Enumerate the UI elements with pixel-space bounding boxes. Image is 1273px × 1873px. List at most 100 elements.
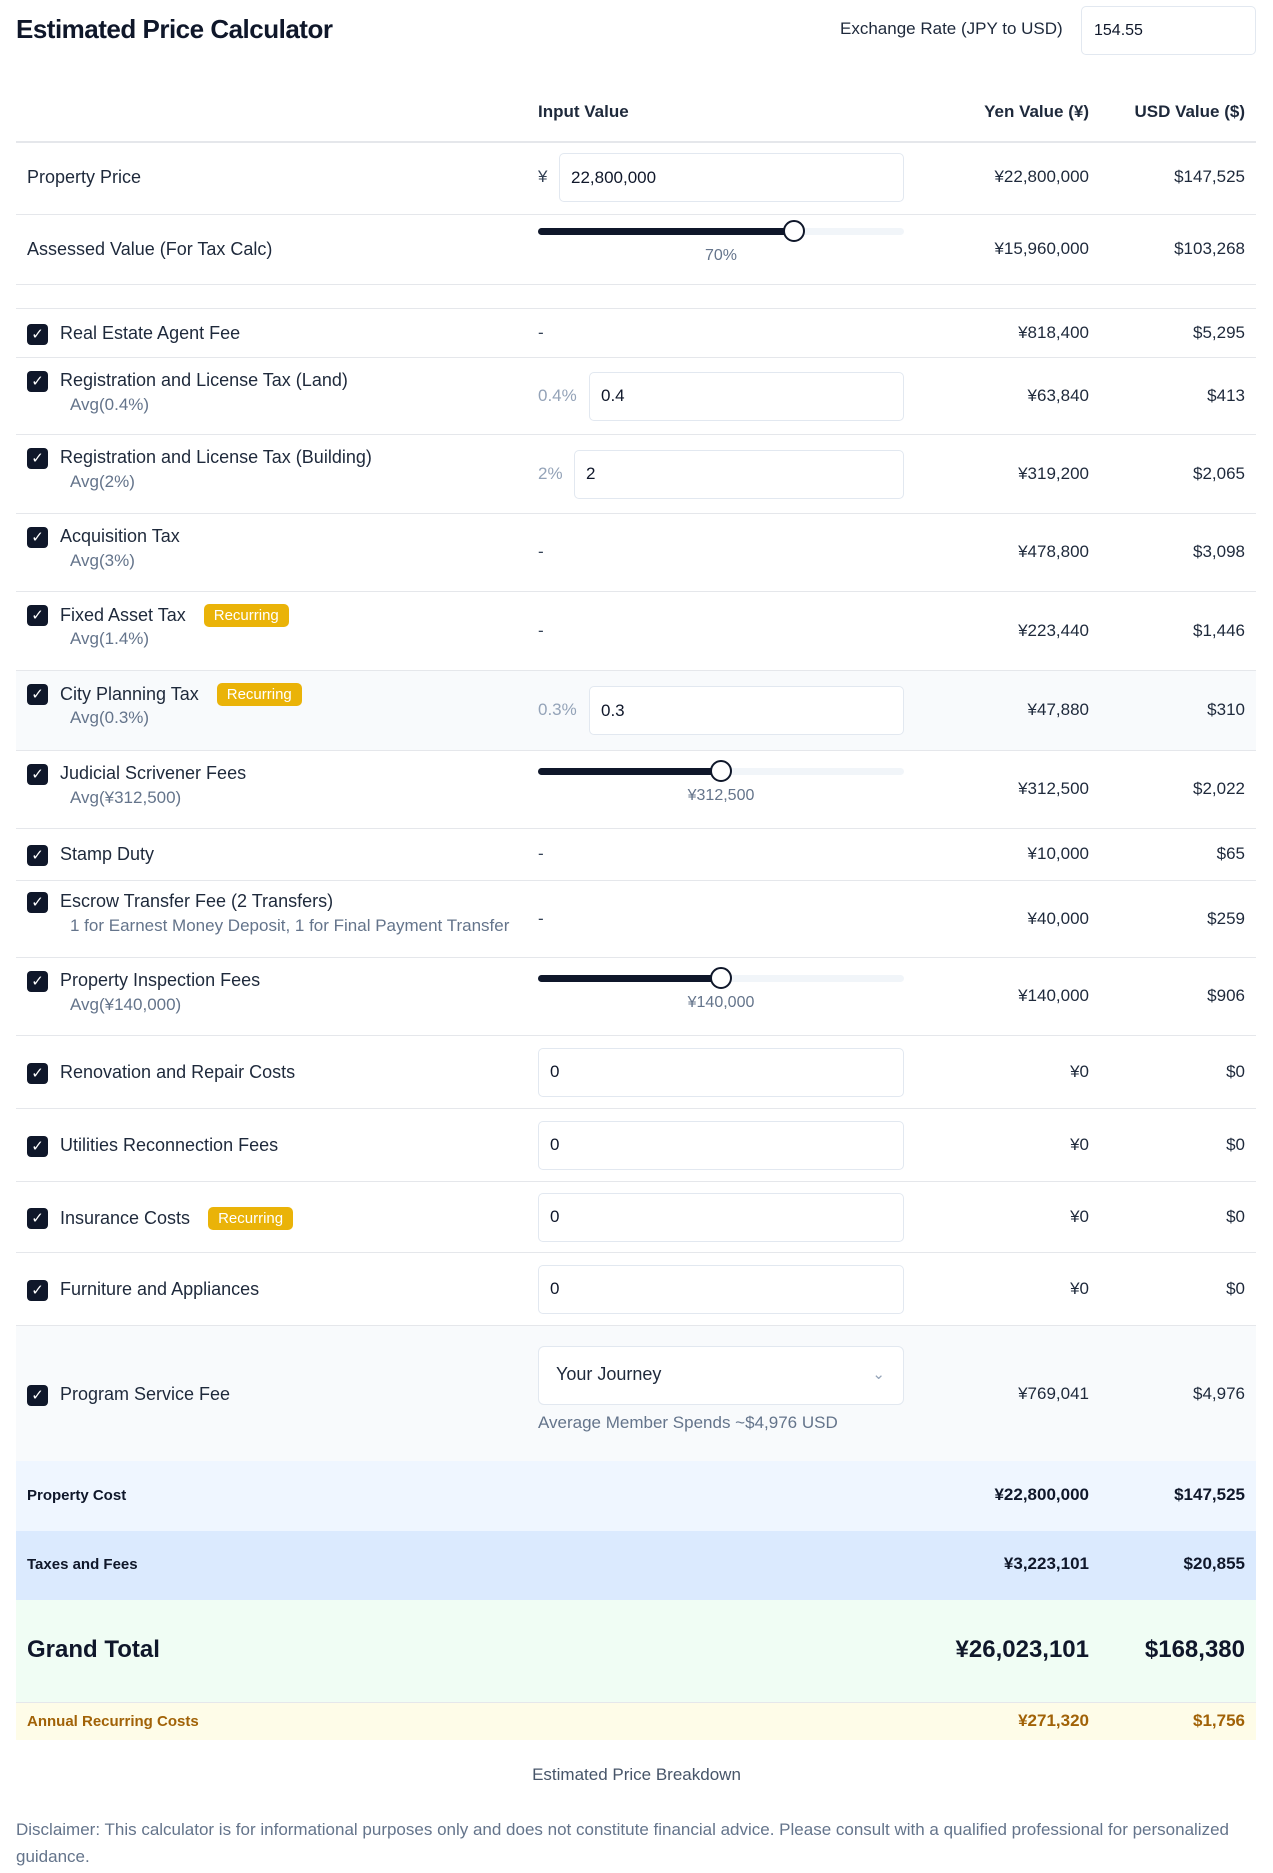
rate-input[interactable] [574,449,904,499]
table-row: ✓ Fixed Asset Tax Recurring Avg(1.4%) - ¥223,… [16,592,1256,671]
yen-value: ¥140,000 [1018,986,1089,1005]
checkbox[interactable]: ✓ [27,1062,48,1084]
table-row: ✓ Real Estate Agent Fee - ¥818,400 $5,295 [16,309,1256,358]
yen-value: ¥312,500 [1018,779,1089,798]
table-row: ✓ Utilities Reconnection Fees ¥0 $0 [16,1109,1256,1182]
amount-input[interactable] [538,1192,904,1242]
usd-value: $413 [1207,385,1245,405]
yen-value: ¥40,000 [1027,908,1089,928]
summary-label: Annual Recurring Costs [27,1713,199,1730]
summary-usd: $147,525 [1174,1485,1245,1504]
slider-thumb[interactable] [710,760,732,782]
checkbox[interactable]: ✓ [27,892,48,913]
summary-annual-recurring: Annual Recurring Costs ¥271,320 $1,756 [16,1703,1256,1740]
disclaimer: Disclaimer: This calculator is for infor… [16,1820,1229,1866]
row-label: Assessed Value (For Tax Calc) [27,239,273,259]
row-label: Registration and License Tax (Land) [60,370,348,390]
yen-value: ¥223,440 [1018,620,1089,640]
yen-value: ¥47,880 [1027,700,1089,719]
checkbox[interactable]: ✓ [27,764,48,785]
summary-taxes-fees: Taxes and Fees ¥3,223,101 $20,855 [16,1531,1256,1600]
row-spacer [16,285,1256,309]
column-header-usd: USD Value ($) [1134,102,1245,121]
checkbox[interactable]: ✓ [27,605,48,626]
usd-value: $2,022 [1193,779,1245,798]
exchange-rate-input[interactable] [1081,6,1256,55]
fee-slider[interactable] [538,967,904,989]
rate-input[interactable] [589,371,904,421]
table-row: ✓ Program Service Fee Your Journey ⌄ Average… [16,1326,1256,1463]
table-row: ✓ Acquisition Tax Avg(3%) - ¥478,800 $3,098 [16,514,1256,592]
usd-value: $4,976 [1193,1383,1245,1403]
checkbox[interactable]: ✓ [27,527,48,548]
summary-yen: ¥22,800,000 [994,1485,1089,1504]
summary-yen: ¥271,320 [1018,1711,1089,1730]
property-price-input[interactable] [559,153,904,202]
checkbox[interactable]: ✓ [27,1207,48,1229]
row-label: Fixed Asset Tax [60,605,186,625]
yen-value: ¥0 [1070,1206,1089,1226]
checkbox[interactable]: ✓ [27,684,48,705]
row-label-group: Judicial Scrivener Fees [60,763,246,784]
row-label: Property Inspection Fees [60,970,261,990]
table-row: ✓ Registration and License Tax (Land) Avg(… [16,358,1256,435]
checkbox[interactable]: ✓ [27,1135,48,1157]
yen-value: ¥63,840 [1027,385,1089,405]
usd-value: $259 [1207,908,1245,928]
checkbox[interactable]: ✓ [27,371,48,392]
yen-value: ¥10,000 [1027,844,1089,863]
yen-prefix: ¥ [538,167,548,186]
amount-input[interactable] [538,1047,904,1097]
slider-thumb[interactable] [710,967,732,989]
checkbox[interactable]: ✓ [27,323,48,345]
slider-label: ¥140,000 [687,994,755,1011]
checkbox[interactable]: ✓ [27,448,48,469]
input-placeholder-dash: - [538,844,544,863]
row-label-group: Fixed Asset Tax Recurring [60,604,289,627]
row-sublabel: Avg(2%) [70,472,135,491]
yen-value: ¥478,800 [1018,542,1089,561]
yen-value: ¥15,960,000 [994,239,1089,258]
rate-input[interactable] [589,686,904,735]
row-label: Renovation and Repair Costs [60,1061,296,1082]
row-label: City Planning Tax [60,684,199,704]
usd-value: $103,268 [1174,239,1245,258]
yen-value: ¥0 [1070,1278,1089,1298]
summary-yen: ¥26,023,101 [955,1636,1089,1663]
chart-caption: Estimated Price Breakdown [532,1765,741,1784]
recurring-badge: Recurring [208,1206,294,1230]
table-row: ✓ City Planning Tax Recurring Avg(0.3%) 0.3%… [16,671,1256,751]
page-title: Estimated Price Calculator [16,14,333,44]
row-label-group: Registration and License Tax (Land) [60,370,348,391]
assessed-value-slider[interactable] [538,220,904,242]
row-label: Property Price [27,167,142,187]
checkbox[interactable]: ✓ [27,845,48,866]
yen-value: ¥22,800,000 [994,167,1089,186]
row-assessed-value: Assessed Value (For Tax Calc) 70% ¥15,96… [16,215,1256,285]
row-label-group: Insurance Costs Recurring [60,1206,294,1230]
checkbox[interactable]: ✓ [27,1384,48,1406]
input-placeholder-dash: - [538,620,544,640]
yen-value: ¥769,041 [1018,1383,1089,1403]
usd-value: $0 [1226,1061,1245,1081]
table-row: ✓ Renovation and Repair Costs ¥0 $0 [16,1036,1256,1109]
usd-value: $2,065 [1193,463,1245,483]
amount-input[interactable] [538,1120,904,1170]
usd-value: $310 [1207,700,1245,719]
slider-thumb[interactable] [783,220,806,242]
fee-slider[interactable] [538,760,904,782]
row-label-group: Stamp Duty [60,844,154,865]
amount-input[interactable] [538,1264,904,1314]
row-label-group: City Planning Tax Recurring [60,683,302,706]
percent-label: 2% [538,463,563,483]
checkbox[interactable]: ✓ [27,1279,48,1301]
row-label-group: Utilities Reconnection Fees [60,1135,278,1156]
summary-usd: $168,380 [1144,1636,1245,1663]
slider-label: 70% [704,247,738,264]
plan-select[interactable]: Your Journey ⌄ [538,1346,904,1405]
row-label-group: Registration and License Tax (Building) [60,447,372,468]
summary-label: Property Cost [27,1487,127,1504]
row-label-group: Acquisition Tax [60,526,180,547]
row-label-group: Property Inspection Fees [60,970,260,991]
checkbox[interactable]: ✓ [27,971,48,992]
